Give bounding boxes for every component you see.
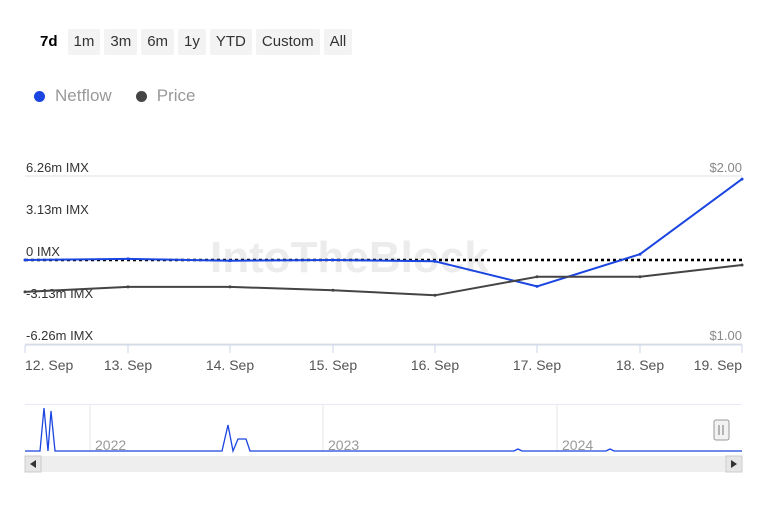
x-axis-tick: 14. Sep bbox=[206, 357, 254, 373]
legend-label: Price bbox=[156, 86, 196, 105]
x-axis-tick: 18. Sep bbox=[616, 357, 664, 373]
data-point-price bbox=[638, 275, 642, 279]
range-button-3m[interactable]: 3m bbox=[104, 29, 138, 55]
arrow-left-icon bbox=[30, 460, 36, 468]
left-axis-tick: 3.13m IMX bbox=[26, 202, 89, 217]
data-point-netflow bbox=[126, 257, 130, 261]
legend: Netflow Price bbox=[34, 86, 195, 106]
legend-marker bbox=[34, 90, 45, 102]
x-axis-tick: 15. Sep bbox=[309, 357, 357, 373]
legend-item-price[interactable]: Price bbox=[135, 86, 196, 106]
left-axis-tick: 0 IMX bbox=[26, 244, 60, 259]
data-point-price bbox=[228, 285, 232, 289]
watermark: IntoTheBlock bbox=[210, 233, 489, 282]
x-axis-tick: 13. Sep bbox=[104, 357, 152, 373]
range-button-1m[interactable]: 1m bbox=[67, 29, 101, 55]
navigator-year-label: 2023 bbox=[328, 437, 359, 453]
navigator-handle[interactable] bbox=[713, 419, 730, 441]
x-axis-tick: 12. Sep bbox=[25, 357, 73, 373]
right-axis-tick: $1.00 bbox=[709, 328, 742, 343]
navigator-year-label: 2024 bbox=[562, 437, 593, 453]
data-point-price bbox=[331, 288, 335, 292]
series-line-netflow bbox=[24, 178, 743, 288]
legend-label: Netflow bbox=[55, 86, 112, 105]
data-point-price bbox=[433, 293, 437, 297]
left-axis-tick: -6.26m IMX bbox=[26, 328, 94, 343]
range-button-6m[interactable]: 6m bbox=[141, 29, 175, 55]
left-axis-tick: 6.26m IMX bbox=[26, 160, 89, 175]
data-point-price bbox=[126, 285, 130, 289]
arrow-right-icon bbox=[731, 460, 737, 468]
data-point-netflow bbox=[23, 258, 27, 262]
scrollbar-track[interactable] bbox=[25, 456, 742, 472]
navigator-series-line bbox=[25, 407, 742, 454]
range-button-7d[interactable]: 7d bbox=[34, 29, 64, 55]
right-axis-tick: $2.00 bbox=[709, 160, 742, 175]
range-button-1y[interactable]: 1y bbox=[178, 29, 206, 55]
navigator-year-label: 2022 bbox=[95, 437, 126, 453]
legend-item-netflow[interactable]: Netflow bbox=[34, 86, 112, 106]
series-lines bbox=[23, 177, 744, 297]
watermark-text: IntoTheBlock bbox=[210, 233, 489, 282]
data-point-netflow bbox=[535, 284, 539, 288]
range-selector: 7d 1m 3m 6m 1y YTD Custom All bbox=[34, 29, 353, 55]
navigator-area[interactable] bbox=[25, 405, 742, 452]
data-point-price bbox=[740, 263, 744, 267]
navigator[interactable]: 2022 2023 2024 bbox=[24, 404, 743, 473]
data-point-price bbox=[535, 275, 539, 279]
data-point-netflow bbox=[638, 252, 642, 256]
x-axis-tick: 16. Sep bbox=[411, 357, 459, 373]
x-axis-tick: 19. Sep bbox=[694, 357, 742, 373]
range-button-ytd[interactable]: YTD bbox=[209, 29, 252, 55]
data-point-price bbox=[23, 290, 27, 294]
data-point-netflow bbox=[228, 259, 232, 263]
range-button-all[interactable]: All bbox=[323, 29, 353, 55]
range-button-custom[interactable]: Custom bbox=[255, 29, 320, 55]
data-point-netflow bbox=[331, 258, 335, 262]
x-axis-tick: 17. Sep bbox=[513, 357, 561, 373]
legend-marker bbox=[135, 90, 147, 102]
series-line-price bbox=[24, 264, 743, 297]
data-point-netflow bbox=[433, 259, 437, 263]
data-point-netflow bbox=[740, 177, 744, 181]
